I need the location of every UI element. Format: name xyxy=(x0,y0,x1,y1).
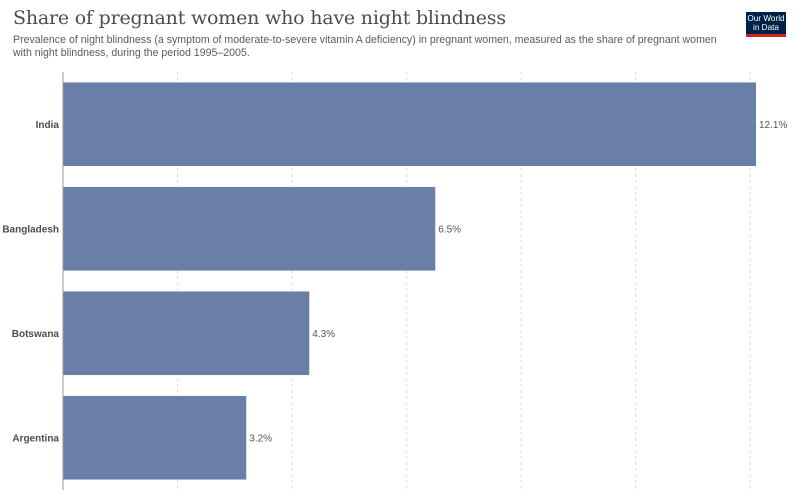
bar-india[interactable] xyxy=(63,82,756,167)
logo-line-1: Our World xyxy=(747,14,785,23)
category-label-india: India xyxy=(36,120,60,131)
bar-argentina[interactable] xyxy=(63,395,247,480)
value-label-india: 12.1% xyxy=(759,120,787,131)
value-label-bangladesh: 6.5% xyxy=(438,224,461,235)
category-label-argentina: Argentina xyxy=(12,433,59,444)
logo-line-2: in Data xyxy=(753,23,779,32)
bars: India 12.1% Bangladesh 6.5% Botswana 4.3% Arge… xyxy=(2,82,787,480)
chart-subtitle: Prevalence of night blindness (a symptom… xyxy=(13,34,717,59)
category-label-botswana: Botswana xyxy=(12,329,60,340)
value-label-argentina: 3.2% xyxy=(249,433,272,444)
bar-bangladesh[interactable] xyxy=(63,186,436,271)
chart-title: Share of pregnant women who have night b… xyxy=(13,7,506,29)
owid-logo[interactable]: Our World in Data xyxy=(746,12,786,37)
value-label-botswana: 4.3% xyxy=(312,329,335,340)
bar-botswana[interactable] xyxy=(63,291,310,376)
category-label-bangladesh: Bangladesh xyxy=(2,224,59,235)
